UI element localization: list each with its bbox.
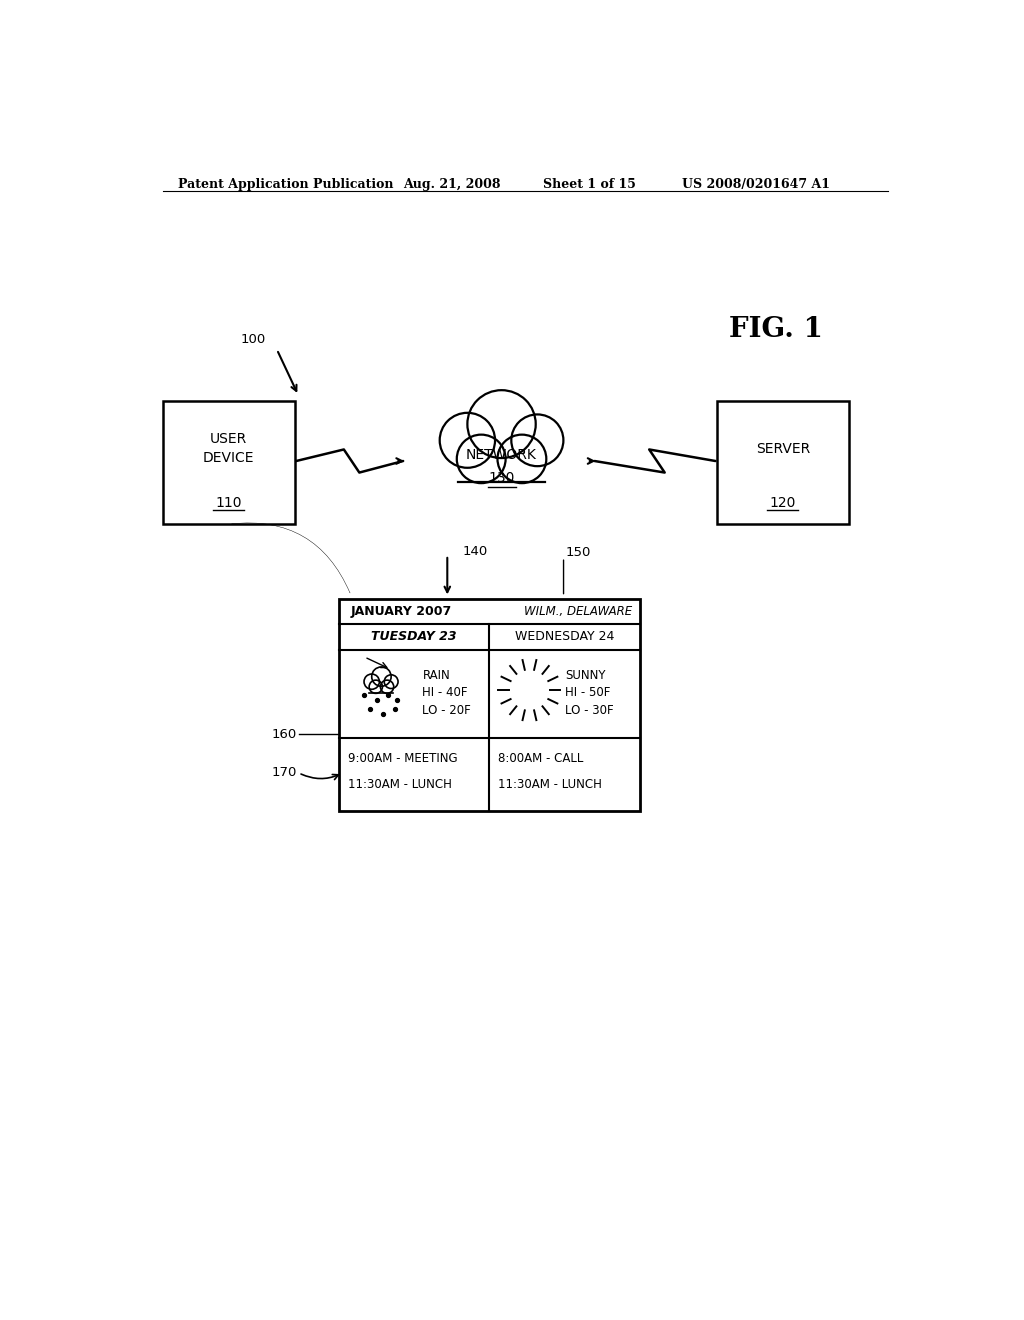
Text: 130: 130 bbox=[488, 471, 515, 484]
Text: Sheet 1 of 15: Sheet 1 of 15 bbox=[543, 178, 636, 190]
Text: LO - 30F: LO - 30F bbox=[565, 705, 613, 717]
Text: SERVER: SERVER bbox=[756, 442, 810, 455]
Text: USER
DEVICE: USER DEVICE bbox=[203, 433, 255, 465]
Text: 8:00AM - CALL: 8:00AM - CALL bbox=[499, 752, 584, 766]
Circle shape bbox=[457, 434, 506, 483]
Bar bbox=[365, 672, 398, 688]
Circle shape bbox=[384, 675, 398, 689]
Circle shape bbox=[498, 434, 547, 483]
Text: Patent Application Publication: Patent Application Publication bbox=[178, 178, 394, 190]
Text: US 2008/0201647 A1: US 2008/0201647 A1 bbox=[682, 178, 830, 190]
Text: RAIN: RAIN bbox=[423, 669, 451, 682]
Text: 11:30AM - LUNCH: 11:30AM - LUNCH bbox=[499, 779, 602, 791]
Text: JANUARY 2007: JANUARY 2007 bbox=[350, 605, 452, 618]
Text: 150: 150 bbox=[566, 546, 591, 560]
Text: 9:00AM - MEETING: 9:00AM - MEETING bbox=[348, 752, 458, 766]
Text: WEDNESDAY 24: WEDNESDAY 24 bbox=[515, 631, 614, 643]
Bar bbox=[163, 401, 295, 524]
Text: FIG. 1: FIG. 1 bbox=[729, 317, 822, 343]
FancyArrowPatch shape bbox=[231, 523, 350, 593]
Text: TUESDAY 23: TUESDAY 23 bbox=[371, 631, 457, 643]
Text: HI - 40F: HI - 40F bbox=[423, 686, 468, 698]
Text: 160: 160 bbox=[271, 727, 297, 741]
Circle shape bbox=[369, 680, 382, 693]
Text: Aug. 21, 2008: Aug. 21, 2008 bbox=[403, 178, 501, 190]
Text: WILM., DELAWARE: WILM., DELAWARE bbox=[523, 605, 632, 618]
Circle shape bbox=[511, 414, 563, 466]
Circle shape bbox=[372, 667, 391, 686]
Bar bbox=[339, 599, 640, 812]
Circle shape bbox=[365, 675, 379, 689]
Text: SUNNY: SUNNY bbox=[565, 669, 605, 682]
Text: HI - 50F: HI - 50F bbox=[565, 686, 610, 698]
Circle shape bbox=[467, 391, 536, 458]
Text: 110: 110 bbox=[215, 495, 242, 510]
Bar bbox=[441, 401, 562, 459]
Text: NETWORK: NETWORK bbox=[466, 447, 537, 462]
Circle shape bbox=[512, 672, 547, 708]
Bar bbox=[717, 401, 849, 524]
Text: 100: 100 bbox=[241, 333, 265, 346]
Text: LO - 20F: LO - 20F bbox=[423, 705, 471, 717]
Text: 120: 120 bbox=[770, 495, 796, 510]
Text: 11:30AM - LUNCH: 11:30AM - LUNCH bbox=[348, 779, 452, 791]
Circle shape bbox=[380, 680, 393, 693]
Text: 170: 170 bbox=[271, 767, 297, 779]
Circle shape bbox=[439, 413, 495, 467]
Text: 140: 140 bbox=[463, 545, 488, 557]
